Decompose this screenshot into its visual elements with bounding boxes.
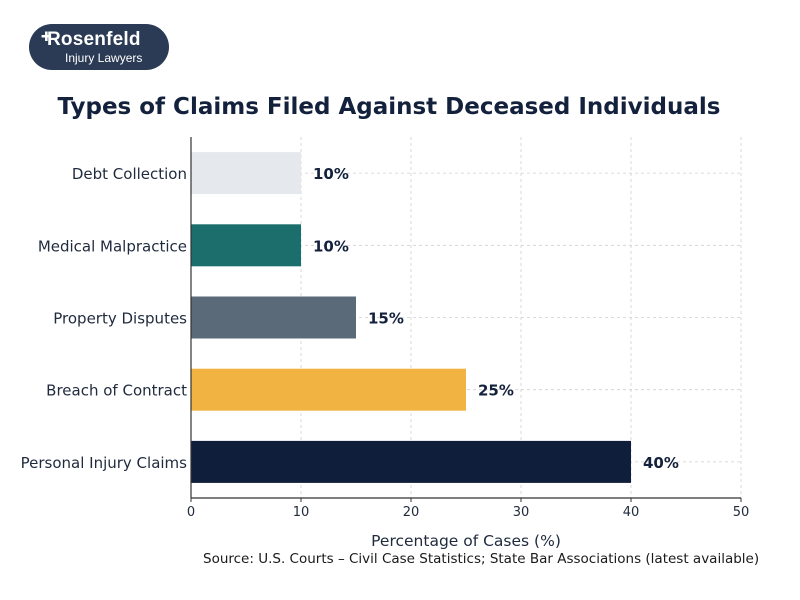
logo-subtitle: Injury Lawyers (65, 51, 143, 65)
y-tick-label: Personal Injury Claims (21, 454, 188, 472)
bar-value-label: 15% (368, 310, 404, 328)
x-tick-label: 50 (733, 505, 750, 520)
bar-value-label: 10% (313, 237, 349, 255)
chart-title: Types of Claims Filed Against Deceased I… (57, 94, 721, 120)
bar (191, 440, 631, 483)
bar-value-label: 10% (313, 165, 349, 183)
bar (191, 152, 301, 195)
logo-name: Rosenfeld (47, 29, 141, 50)
y-tick-label: Property Disputes (53, 310, 187, 328)
y-tick-label: Medical Malpractice (38, 237, 187, 255)
x-axis-label: Percentage of Cases (%) (371, 532, 561, 550)
y-tick-label: Debt Collection (72, 165, 187, 183)
x-tick-label: 0 (187, 505, 195, 520)
x-tick-label: 40 (623, 505, 640, 520)
bar (191, 224, 301, 267)
chart-source: Source: U.S. Courts – Civil Case Statist… (203, 551, 760, 567)
bar-value-label: 25% (478, 382, 514, 400)
logo-cross-icon: ✚ (41, 30, 52, 45)
bar (191, 296, 356, 339)
bar-value-label: 40% (643, 454, 679, 472)
x-tick-label: 20 (403, 505, 420, 520)
rosenfeld-logo: ✚ Rosenfeld Injury Lawyers (29, 24, 169, 70)
x-tick-label: 30 (513, 505, 530, 520)
y-tick-label: Breach of Contract (46, 382, 187, 400)
bar (191, 368, 466, 411)
x-tick-label: 10 (293, 505, 310, 520)
